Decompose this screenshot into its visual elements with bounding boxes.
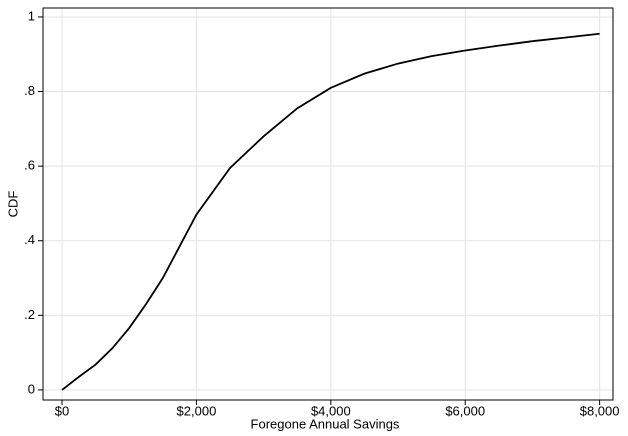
- y-tick-label: .2: [24, 307, 35, 322]
- y-tick-label: 1: [28, 8, 35, 23]
- x-tick-label: $2,000: [177, 403, 217, 418]
- y-tick-label: .6: [24, 158, 35, 173]
- y-axis-label: CDF: [5, 191, 20, 218]
- y-tick-label: 0: [28, 381, 35, 396]
- y-tick-label: .8: [24, 83, 35, 98]
- x-tick-label: $6,000: [445, 403, 485, 418]
- x-tick-label: $8,000: [580, 403, 620, 418]
- plot-frame: [42, 7, 614, 401]
- x-axis-label: Foregone Annual Savings: [251, 416, 400, 431]
- x-tick-label: $0: [55, 403, 69, 418]
- y-tick-label: .4: [24, 232, 35, 247]
- cdf-line: [61, 32, 600, 391]
- x-tick-label: $4,000: [311, 403, 351, 418]
